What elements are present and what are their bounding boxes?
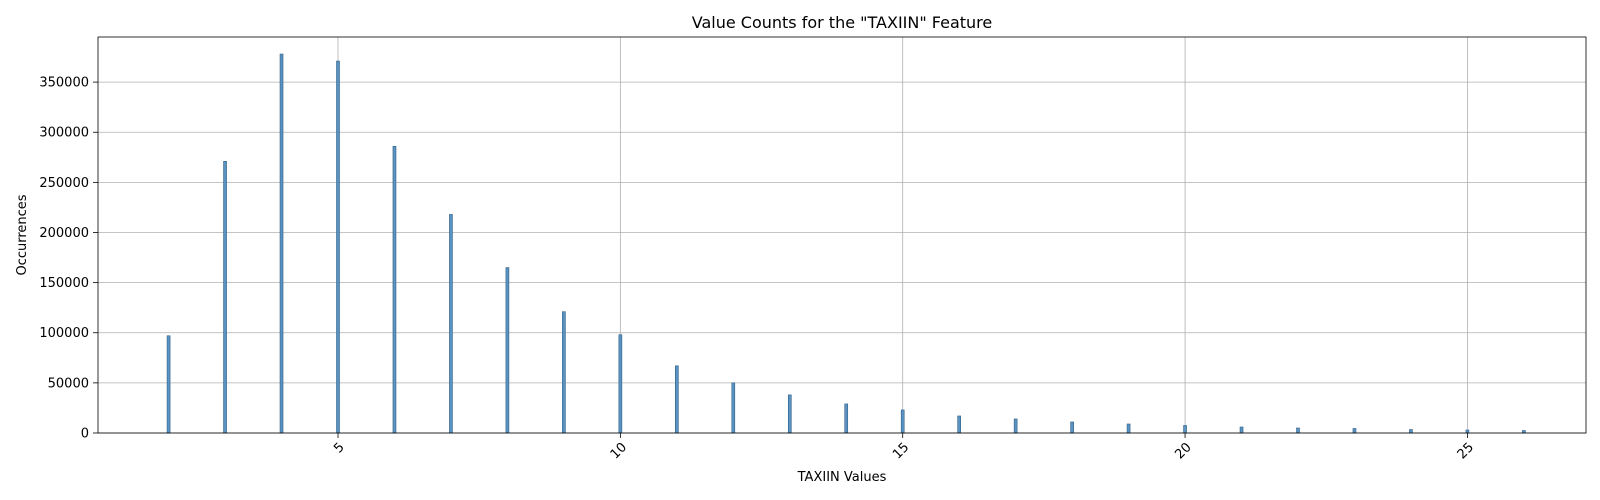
bar — [562, 311, 566, 434]
x-tick-label: 20 — [1172, 440, 1194, 462]
x-tick-label: 25 — [1455, 440, 1477, 462]
x-axis: 5 10 15 20 25 — [331, 433, 1477, 462]
bar — [336, 60, 340, 434]
bar — [957, 415, 961, 434]
bar — [1013, 418, 1018, 434]
y-tick-label: 100000 — [39, 326, 89, 341]
bar — [449, 214, 453, 434]
bar — [1126, 423, 1131, 434]
bar — [1409, 429, 1413, 434]
bar — [1070, 421, 1074, 434]
x-tick-label: 5 — [331, 440, 347, 456]
y-tick-label: 150000 — [39, 276, 89, 291]
bar — [787, 394, 792, 434]
bar — [1352, 428, 1357, 434]
y-axis-title: Occurrences — [15, 194, 30, 275]
x-tick-label: 15 — [890, 440, 912, 462]
bar — [392, 145, 397, 434]
bar — [675, 365, 679, 434]
bar — [731, 382, 736, 434]
y-tick-label: 300000 — [39, 126, 89, 141]
bar — [223, 161, 227, 434]
bar — [1239, 426, 1244, 434]
chart-title: Value Counts for the "TAXIIN" Feature — [692, 13, 993, 32]
bar — [1465, 429, 1470, 434]
plot-frame — [97, 36, 1587, 434]
y-tick-label: 250000 — [39, 176, 89, 191]
bar — [279, 53, 284, 434]
bars — [166, 53, 1526, 434]
bar — [1183, 425, 1187, 434]
bar — [900, 409, 905, 434]
y-tick-label: 200000 — [39, 226, 89, 241]
y-tick-label: 50000 — [48, 376, 89, 391]
grid — [98, 37, 1586, 434]
x-tick-label: 10 — [608, 440, 630, 462]
bar — [1296, 427, 1300, 434]
y-axis: 0 50000 100000 150000 200000 250000 300000 3500… — [39, 76, 98, 442]
bar — [844, 403, 849, 434]
x-axis-title: TAXIIN Values — [797, 470, 887, 485]
y-tick-label: 0 — [81, 427, 89, 442]
y-tick-label: 350000 — [39, 76, 89, 91]
bar — [618, 334, 623, 434]
bar — [166, 335, 171, 434]
bar — [505, 267, 510, 434]
